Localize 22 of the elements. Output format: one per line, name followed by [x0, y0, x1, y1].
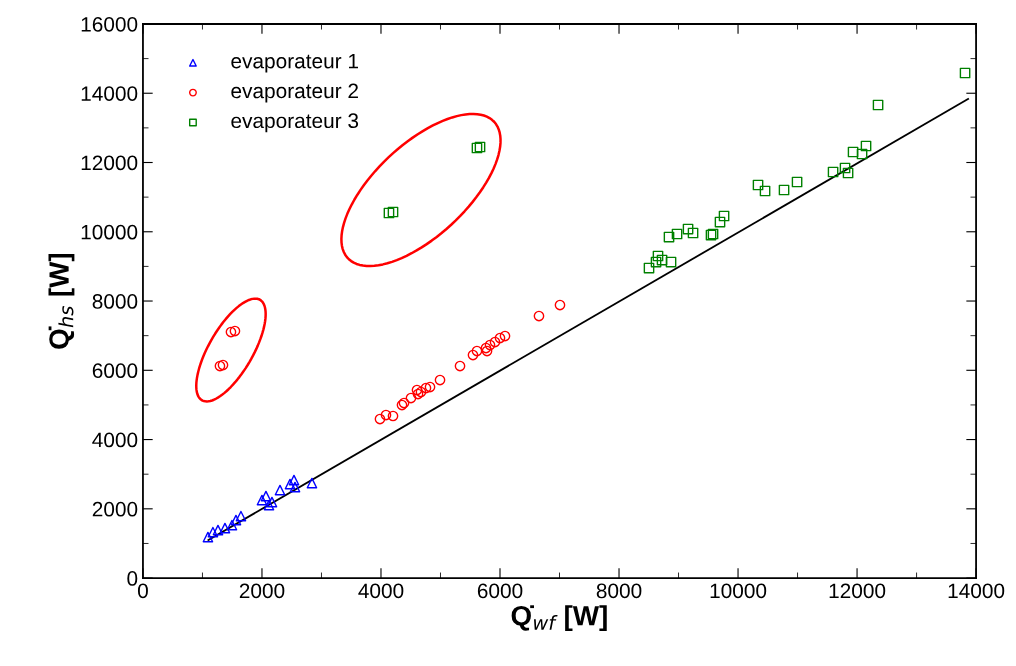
x-tick-label: 0 — [137, 583, 148, 599]
x-tick-label: 8000 — [596, 583, 642, 599]
x-tick-label: 14000 — [948, 583, 1005, 599]
legend-label: evaporateur 3 — [231, 113, 359, 133]
y-tick-label: 12000 — [81, 155, 138, 171]
y-tick-label: 8000 — [92, 294, 138, 309]
x-tick-label: 10000 — [710, 583, 767, 599]
y-tick-label: 6000 — [92, 363, 138, 379]
x-tick-label: 2000 — [239, 583, 285, 599]
y-tick-label: 2000 — [92, 501, 138, 517]
x-tick-label: 4000 — [358, 583, 404, 599]
y-tick-label: 14000 — [81, 86, 138, 101]
x-tick-label: 6000 — [477, 583, 523, 599]
y-tick-label: 10000 — [81, 224, 138, 240]
x-tick-label: 12000 — [829, 583, 886, 599]
y-axis-title: Q̇$_{hs}$ [W] — [48, 253, 75, 349]
legend-label: evaporateur 2 — [231, 83, 358, 103]
y-tick-label: 16000 — [81, 16, 138, 32]
y-tick-label: 0 — [127, 571, 138, 586]
legend-label: evaporateur 1 — [231, 53, 358, 73]
y-tick-label: 4000 — [92, 432, 138, 448]
x-axis-title: Q̇$_{wf}$ [W] — [511, 605, 607, 632]
